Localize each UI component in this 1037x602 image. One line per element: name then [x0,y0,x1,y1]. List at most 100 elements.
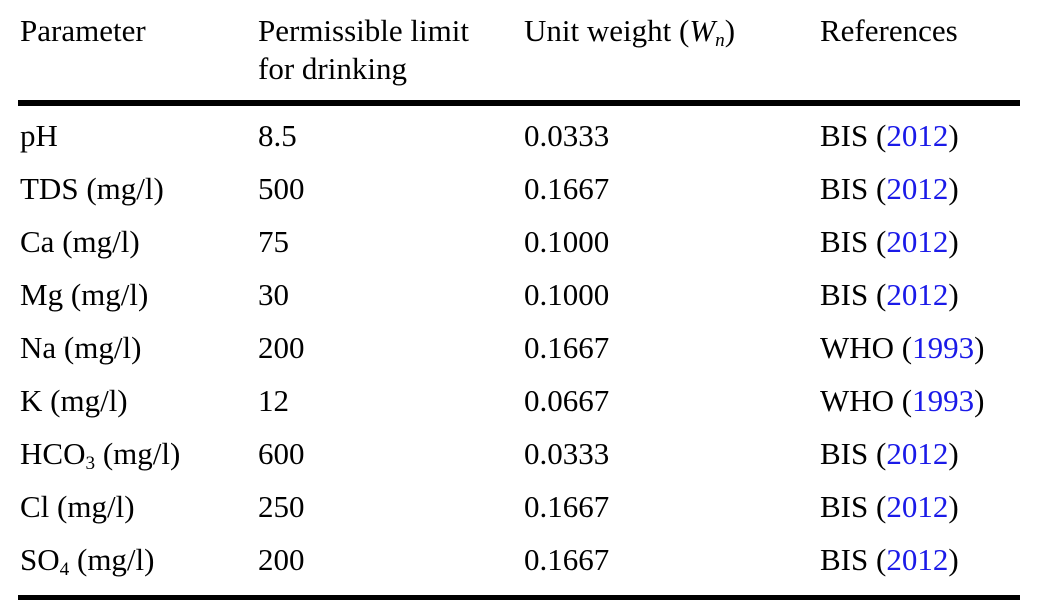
table-body: pH 8.5 0.0333 BIS (2012) TDS (mg/l) 500 … [18,106,1020,595]
table-row: HCO3 (mg/l) 600 0.0333 BIS (2012) [18,436,1020,489]
permissible-limit-cell: 75 [258,223,289,259]
reference-source: BIS ( [820,117,887,153]
permissible-limit-cell: 8.5 [258,117,297,153]
table-top-rule [18,99,1020,106]
parameter-name: HCO [20,435,86,471]
parameter-name: Ca [20,223,55,259]
permissible-limit-cell: 500 [258,170,305,206]
reference-close-paren: ) [948,170,959,206]
reference-close-paren: ) [948,435,959,471]
parameter-name: Mg [20,276,64,312]
reference-close-paren: ) [948,223,959,259]
unit-weight-cell: 0.1667 [524,541,610,577]
reference-cell: BIS (2012) [820,489,1020,542]
table-row: K (mg/l) 12 0.0667 WHO (1993) [18,383,1020,436]
parameter-name: Cl [20,488,50,524]
permissible-limit-cell: 600 [258,435,305,471]
parameter-unit: (mg/l) [95,435,181,471]
parameter-unit: (mg/l) [42,382,128,418]
header-unit-weight-pre: Unit weight ( [524,13,690,48]
header-references: References [820,12,1020,88]
reference-year-link[interactable]: 2012 [886,435,949,471]
reference-close-paren: ) [974,382,985,418]
reference-close-paren: ) [974,329,985,365]
reference-year-link[interactable]: 1993 [912,382,975,418]
table-row: Na (mg/l) 200 0.1667 WHO (1993) [18,330,1020,383]
parameter-cell: Na (mg/l) [20,330,258,383]
reference-year-link[interactable]: 2012 [886,276,949,312]
parameter-name: pH [20,117,58,153]
reference-source: BIS ( [820,223,887,259]
table-row: pH 8.5 0.0333 BIS (2012) [18,118,1020,171]
table-bottom-rule [18,594,1020,600]
parameter-subscript: 4 [59,558,70,580]
parameter-cell: Mg (mg/l) [20,277,258,330]
reference-year-link[interactable]: 2012 [886,488,949,524]
header-parameter-label: Parameter [20,13,146,48]
reference-year-link[interactable]: 2012 [886,541,949,577]
header-permissible-limit-line2: for drinking [258,50,407,86]
unit-weight-symbol: W [689,13,716,48]
reference-cell: WHO (1993) [820,330,1020,383]
table-row: TDS (mg/l) 500 0.1667 BIS (2012) [18,171,1020,224]
unit-weight-cell: 0.0667 [524,382,610,418]
permissible-limit-cell: 12 [258,382,289,418]
reference-cell: BIS (2012) [820,277,1020,330]
parameter-unit: (mg/l) [56,329,142,365]
header-unit-weight: Unit weight (Wn) [524,12,820,88]
reference-cell: BIS (2012) [820,118,1020,171]
table-row: Mg (mg/l) 30 0.1000 BIS (2012) [18,277,1020,330]
reference-year-link[interactable]: 2012 [886,117,949,153]
unit-weight-cell: 0.0333 [524,117,610,153]
permissible-limit-cell: 250 [258,488,305,524]
reference-source: BIS ( [820,170,887,206]
header-unit-weight-post: ) [724,13,736,48]
parameter-cell: pH [20,118,258,171]
parameter-cell: HCO3 (mg/l) [20,436,258,489]
reference-close-paren: ) [948,276,959,312]
header-permissible-limit: Permissible limit for drinking [258,12,524,88]
reference-cell: BIS (2012) [820,171,1020,224]
reference-close-paren: ) [948,488,959,524]
reference-close-paren: ) [948,117,959,153]
reference-year-link[interactable]: 1993 [912,329,975,365]
parameter-unit: (mg/l) [49,488,135,524]
header-permissible-limit-line1: Permissible limit [258,13,469,48]
permissible-limit-cell: 200 [258,541,305,577]
parameter-unit: (mg/l) [78,170,164,206]
reference-close-paren: ) [948,541,959,577]
permissible-limit-cell: 200 [258,329,305,365]
header-parameter: Parameter [20,12,258,88]
parameter-unit: (mg/l) [69,541,155,577]
parameters-table: Parameter Permissible limit for drinking… [18,8,1020,600]
reference-source: BIS ( [820,488,887,524]
parameter-cell: Cl (mg/l) [20,489,258,542]
parameter-subscript: 3 [85,452,96,474]
parameter-cell: K (mg/l) [20,383,258,436]
unit-weight-subscript: n [715,29,725,51]
reference-cell: BIS (2012) [820,542,1020,595]
reference-year-link[interactable]: 2012 [886,223,949,259]
reference-source: BIS ( [820,276,887,312]
unit-weight-cell: 0.1000 [524,223,610,259]
reference-source: BIS ( [820,435,887,471]
table-header-row: Parameter Permissible limit for drinking… [18,8,1020,100]
parameter-cell: Ca (mg/l) [20,224,258,277]
table-row: Cl (mg/l) 250 0.1667 BIS (2012) [18,489,1020,542]
table-row: SO4 (mg/l) 200 0.1667 BIS (2012) [18,542,1020,595]
unit-weight-cell: 0.1000 [524,276,610,312]
reference-source: WHO ( [820,329,913,365]
parameter-cell: TDS (mg/l) [20,171,258,224]
header-references-label: References [820,13,958,48]
reference-cell: BIS (2012) [820,436,1020,489]
permissible-limit-cell: 30 [258,276,289,312]
parameter-unit: (mg/l) [54,223,140,259]
reference-year-link[interactable]: 2012 [886,170,949,206]
unit-weight-cell: 0.1667 [524,488,610,524]
parameter-name: K [20,382,43,418]
unit-weight-cell: 0.1667 [524,170,610,206]
parameter-name: Na [20,329,57,365]
parameter-name: SO [20,541,60,577]
reference-cell: BIS (2012) [820,224,1020,277]
reference-cell: WHO (1993) [820,383,1020,436]
